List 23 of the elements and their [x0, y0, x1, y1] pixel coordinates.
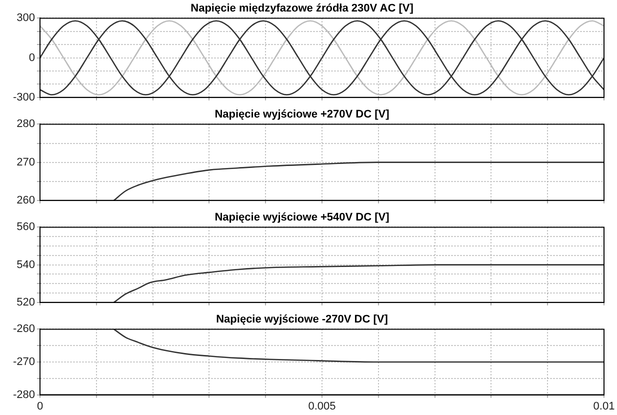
y-tick-label: 0	[28, 52, 35, 64]
y-tick-label: 560	[16, 221, 35, 234]
y-tick-label: -270	[12, 356, 35, 368]
y-tick-label: 280	[16, 118, 35, 130]
y-tick-label: -300	[12, 91, 35, 104]
chart-title: Napięcie międzyfazowe źródła 230V AC [V]	[190, 2, 414, 15]
y-tick-label: 270	[16, 156, 35, 168]
line-series	[113, 162, 604, 200]
x-tick-label: 0	[36, 400, 44, 412]
chart-title: Napięcie wyjściowe +540V DC [V]	[214, 212, 390, 224]
chart-title: Napięcie wyjściowe -270V DC [V]	[216, 314, 388, 326]
line-series	[113, 329, 604, 363]
y-tick-label: 540	[16, 258, 35, 271]
y-tick-label: 260	[16, 194, 35, 206]
line-series	[113, 264, 604, 302]
y-tick-label: 520	[16, 296, 35, 308]
y-tick-label: -260	[12, 323, 35, 336]
y-tick-label: -280	[12, 388, 35, 401]
chart-title: Napięcie wyjściowe +270V DC [V]	[214, 108, 390, 121]
x-tick-label: 0.005	[308, 400, 336, 412]
line-series	[40, 20, 604, 96]
x-tick-label: 0.01	[593, 400, 615, 412]
y-tick-label: 300	[16, 12, 35, 24]
